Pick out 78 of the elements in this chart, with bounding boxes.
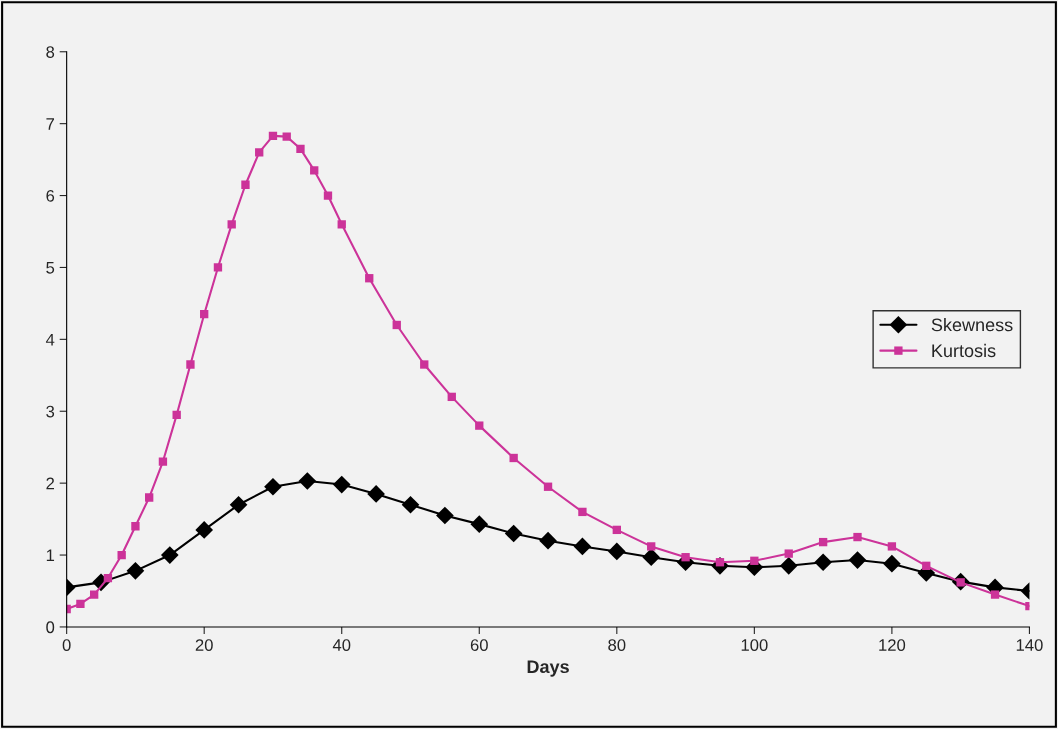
point (539, 531, 557, 550)
point (990, 590, 1000, 599)
y-tick-label: 7 (46, 118, 55, 130)
point (401, 495, 420, 514)
x-tick-label: 60 (470, 639, 488, 651)
point (853, 532, 862, 542)
y-tick-label: 8 (46, 46, 55, 58)
point (509, 453, 518, 463)
point (607, 542, 626, 561)
point (160, 546, 179, 564)
x-tick-label: 80 (608, 639, 626, 651)
point (848, 551, 867, 569)
point (504, 524, 523, 543)
y-tick-label: 4 (45, 333, 55, 346)
point (186, 360, 195, 369)
point (578, 507, 587, 517)
point (282, 132, 291, 141)
point (213, 263, 223, 272)
point (779, 556, 798, 575)
point (573, 537, 592, 556)
point (323, 191, 333, 200)
point (76, 599, 85, 609)
point (447, 392, 456, 402)
point (818, 537, 828, 547)
point (255, 148, 264, 157)
point (332, 475, 351, 494)
legend-label: Kurtosis (932, 343, 996, 358)
x-tick-label: 100 (741, 639, 768, 651)
point (750, 556, 759, 565)
point (887, 542, 897, 551)
y-tick-label: 0 (46, 621, 55, 634)
point (229, 495, 248, 514)
point (126, 562, 145, 580)
point (90, 590, 99, 599)
point (612, 525, 621, 535)
y-tick-label: 3 (46, 405, 55, 418)
point (264, 477, 282, 496)
point (310, 166, 319, 175)
point (784, 549, 793, 558)
point (883, 554, 901, 573)
point (268, 131, 278, 141)
point (195, 521, 214, 539)
point (131, 522, 140, 531)
legend-label: Skewness (931, 318, 1013, 332)
point (814, 553, 832, 572)
point (145, 493, 154, 502)
point (420, 360, 429, 369)
point (296, 144, 305, 153)
x-axis-title: Days (527, 660, 569, 677)
point (642, 548, 661, 567)
point (298, 472, 317, 490)
x-tick-label: 120 (879, 639, 906, 651)
point (367, 485, 385, 503)
point (337, 220, 346, 229)
y-tick-label: 1 (46, 549, 55, 562)
point (922, 561, 931, 570)
point (436, 506, 454, 525)
point (365, 274, 374, 283)
y-tick-label: 6 (46, 189, 55, 202)
point (172, 410, 181, 420)
point (470, 515, 489, 533)
point (103, 573, 113, 583)
x-tick-label: 0 (62, 639, 71, 651)
point (647, 542, 656, 551)
point (200, 310, 209, 319)
x-tick-label: 20 (195, 639, 213, 651)
point (543, 482, 553, 491)
point (158, 457, 168, 466)
point (681, 553, 690, 562)
point (117, 550, 126, 560)
point (241, 180, 250, 189)
y-tick-label: 2 (46, 477, 55, 490)
point (227, 220, 236, 229)
x-tick-label: 40 (332, 639, 351, 651)
point (475, 421, 484, 430)
point (392, 320, 401, 330)
x-tick-label: 140 (1016, 639, 1043, 651)
y-tick-label: 5 (46, 262, 55, 274)
